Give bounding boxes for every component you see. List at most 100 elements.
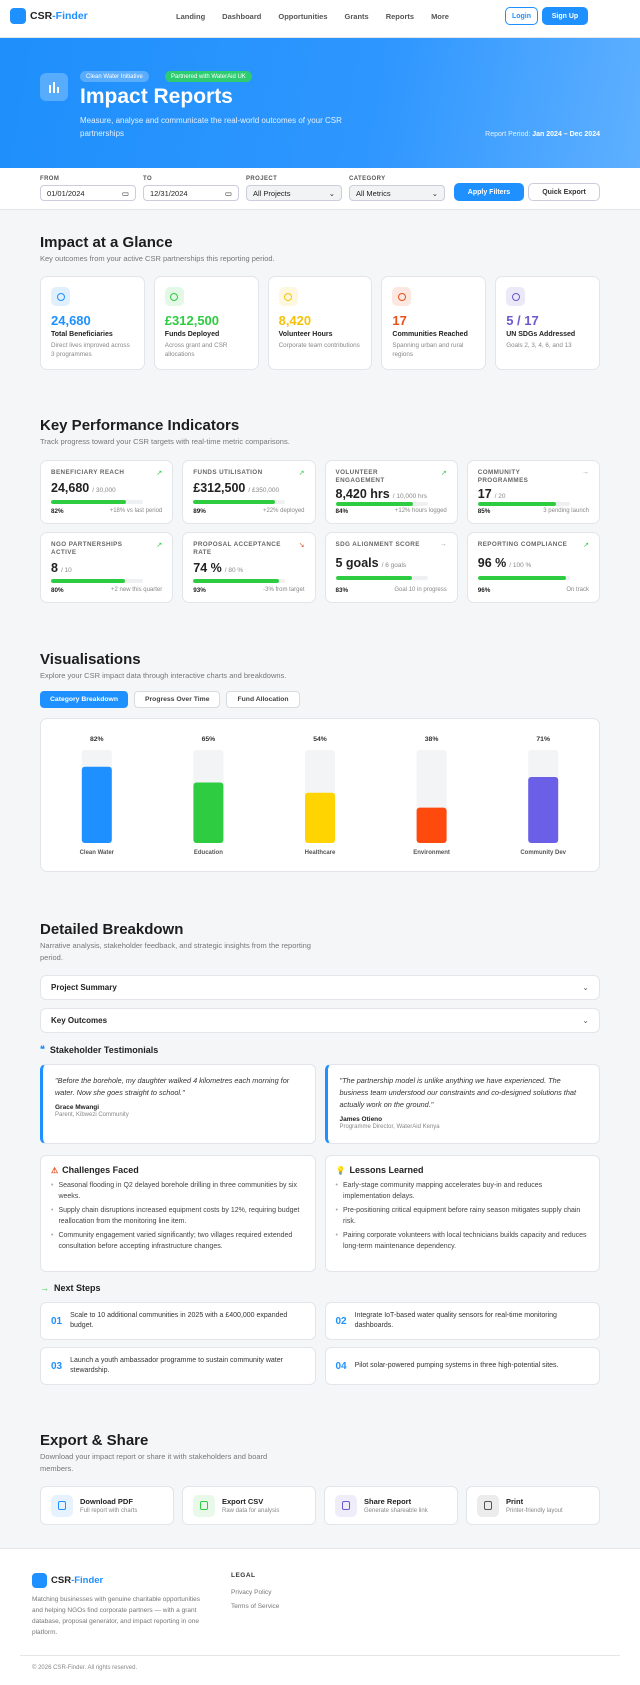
category-label: Environment bbox=[413, 850, 450, 856]
heading-text: Stakeholder Testimonials bbox=[49, 1044, 159, 1055]
filter-label: FROM bbox=[40, 176, 60, 182]
stat-label: UN SDGs Addressed bbox=[506, 331, 576, 338]
accordion[interactable]: Key Outcomes ⌄ bbox=[40, 1008, 600, 1033]
icon-mark bbox=[484, 1501, 492, 1510]
hero: Clean Water Initiative Partnered with Wa… bbox=[0, 38, 640, 168]
tab[interactable]: Progress Over Time bbox=[134, 691, 221, 708]
kpi-header: VOLUNTEER ENGAGEMENT ↗ bbox=[336, 469, 447, 485]
chart-card: 82% Clean Water 65% Education 54% Healthcare 3… bbox=[40, 718, 600, 872]
stat-icon bbox=[51, 287, 70, 306]
accordion[interactable]: Project Summary ⌄ bbox=[40, 975, 600, 1000]
icon-dot bbox=[56, 292, 65, 301]
login-button[interactable]: Login bbox=[505, 7, 538, 25]
bullet: • bbox=[335, 1207, 338, 1214]
list-item: • Seasonal flooding in Q2 delayed borehol… bbox=[51, 1181, 305, 1202]
nav-link[interactable]: Reports bbox=[385, 12, 415, 21]
kpi-card: PROPOSAL ACCEPTANCE RATE ↘ 74 %/ 80 % 93% -3… bbox=[182, 532, 316, 603]
footer-text: Matching businesses with genuine charita… bbox=[32, 1596, 201, 1636]
section-title: Detailed Breakdown bbox=[40, 921, 184, 938]
step-card: 02 Integrate IoT-based water quality sens… bbox=[324, 1302, 600, 1340]
export-title: Share Report bbox=[364, 1497, 412, 1506]
export-card[interactable]: Print Printer-friendly layout bbox=[466, 1486, 600, 1525]
value-label: 54% bbox=[313, 736, 327, 743]
nav-link[interactable]: Grants bbox=[344, 12, 369, 21]
section-title: Impact at a Glance bbox=[40, 234, 173, 251]
export-desc: Generate shareable link bbox=[364, 1508, 428, 1514]
kpi-note: +18% vs last period bbox=[109, 507, 163, 514]
kpi-value: 8,420 hrs bbox=[335, 486, 390, 501]
signup-button[interactable]: Sign Up bbox=[542, 7, 588, 25]
progress-bar bbox=[335, 502, 413, 507]
value-label: 82% bbox=[90, 736, 104, 743]
value-label: 38% bbox=[425, 736, 439, 743]
chevron: ⌄ bbox=[328, 188, 335, 198]
progress-track bbox=[51, 579, 143, 583]
brand[interactable]: CSR-Finder bbox=[51, 1575, 103, 1586]
brand-b: -Finder bbox=[71, 1575, 104, 1586]
export-title: Download PDF bbox=[80, 1497, 133, 1506]
export-desc: Raw data for analysis bbox=[222, 1508, 280, 1514]
stat-value: 24,680 bbox=[51, 313, 91, 328]
accordion-title: Key Outcomes bbox=[51, 1016, 108, 1025]
project-select[interactable]: All Projects ⌄ bbox=[246, 185, 342, 201]
chevron: ⌄ bbox=[431, 188, 438, 198]
kpi-target: / 30,000 bbox=[92, 487, 116, 495]
step-card: 03 Launch a youth ambassador programme to… bbox=[40, 1347, 316, 1385]
tabs: Category Breakdown Progress Over Time Fund… bbox=[40, 691, 300, 708]
progress-bar bbox=[477, 576, 567, 581]
badge: Clean Water Initiative bbox=[80, 71, 149, 82]
brand-a: CSR bbox=[51, 1575, 72, 1586]
kpi-header: REPORTING COMPLIANCE ↗ bbox=[478, 541, 589, 549]
nav-link[interactable]: Dashboard bbox=[222, 12, 262, 21]
nav-link[interactable]: Opportunities bbox=[278, 12, 328, 21]
bar bbox=[193, 782, 224, 843]
kpi-percent: 96% bbox=[477, 586, 491, 594]
kpi-percent: 82% bbox=[51, 507, 64, 515]
brand-a: CSR bbox=[30, 10, 53, 22]
nav-link[interactable]: Landing bbox=[176, 12, 206, 21]
item-text: Supply chain disruptions increased equip… bbox=[58, 1207, 300, 1225]
category-select[interactable]: All Metrics ⌄ bbox=[349, 185, 445, 201]
navbar: CSR-Finder Landing Dashboard Opportunities… bbox=[0, 0, 640, 38]
section-subtitle: Key outcomes from your active CSR partne… bbox=[40, 254, 275, 263]
kpi-value-row: 8,420 hrs/ 10,000 hrs bbox=[336, 487, 447, 501]
kpi-value: 17 bbox=[477, 486, 492, 501]
export-card[interactable]: Share Report Generate shareable link bbox=[324, 1486, 458, 1525]
kpi-card: REPORTING COMPLIANCE ↗ 96 %/ 100 % 96% On tr… bbox=[466, 532, 600, 603]
step-number: 01 bbox=[51, 1315, 63, 1327]
stat-card: 17 Communities Reached Spanning urban and … bbox=[381, 276, 487, 370]
export-icon bbox=[477, 1494, 499, 1517]
icon-mark bbox=[58, 1501, 66, 1510]
logo-icon[interactable] bbox=[10, 8, 26, 24]
kpi-target: / 10 bbox=[60, 567, 72, 574]
nav-link[interactable]: More bbox=[431, 12, 449, 21]
tab[interactable]: Fund Allocation bbox=[226, 691, 300, 708]
kpi-value-row: 5 goals/ 6 goals bbox=[336, 556, 447, 570]
export-card[interactable]: Export CSV Raw data for analysis bbox=[182, 1486, 316, 1525]
stat-value: £312,500 bbox=[164, 313, 220, 328]
category-label: Community Dev bbox=[520, 850, 566, 856]
kpi-card: FUNDS UTILISATION ↗ £312,500/ £350,000 89% +… bbox=[182, 460, 316, 524]
export-text: Download PDF Full report with charts bbox=[80, 1497, 137, 1514]
apply-button[interactable]: Apply Filters bbox=[454, 183, 524, 201]
step-number: 03 bbox=[51, 1360, 63, 1372]
heading-text: Challenges Faced bbox=[62, 1165, 139, 1175]
bar bbox=[528, 776, 559, 843]
date-input[interactable]: 12/31/2024 ▭ bbox=[143, 185, 239, 201]
tab[interactable]: Category Breakdown bbox=[40, 691, 128, 708]
date-input[interactable]: 01/01/2024 ▭ bbox=[40, 185, 136, 201]
arrow-icon: → bbox=[40, 1283, 49, 1293]
trend-icon: ↗ bbox=[440, 470, 447, 477]
brand[interactable]: CSR-Finder bbox=[30, 10, 88, 22]
challenges-card: ⚠ Challenges Faced • Seasonal flooding in Q… bbox=[40, 1155, 316, 1272]
stat-desc: Spanning urban and rural regions bbox=[392, 342, 464, 358]
role: Programme Director, WaterAid Kenya bbox=[339, 1124, 440, 1130]
footer-link[interactable]: Privacy Policy bbox=[231, 1589, 272, 1596]
export-button[interactable]: Quick Export bbox=[528, 183, 600, 201]
footer-link[interactable]: Terms of Service bbox=[231, 1603, 280, 1610]
kpi-note: +2 new this quarter bbox=[111, 587, 163, 593]
section-title: Visualisations bbox=[40, 651, 141, 668]
kpi-value-row: 74 %/ 80 % bbox=[193, 561, 304, 575]
icon-dot bbox=[284, 292, 293, 301]
export-card[interactable]: Download PDF Full report with charts bbox=[40, 1486, 174, 1525]
